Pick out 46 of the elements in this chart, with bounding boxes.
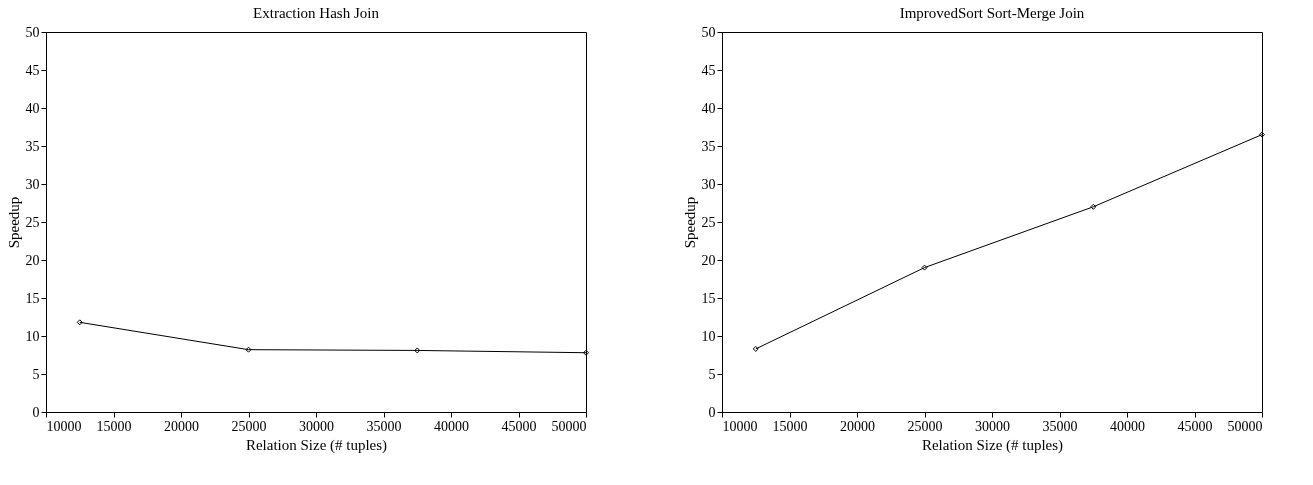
y-tick-label: 35 (25, 138, 40, 154)
y-axis-title: Speedup (681, 196, 698, 249)
y-tick-label: 35 (701, 138, 716, 154)
x-tick-label: 25000 (231, 418, 267, 434)
y-tick-label: 50 (701, 24, 716, 40)
y-tick-label: 0 (32, 404, 40, 420)
x-tick-label: 15000 (96, 418, 132, 434)
y-tick-label: 20 (25, 252, 40, 268)
x-axis-title: Relation Size (# tuples) (245, 436, 388, 454)
x-tick-label: 10000 (46, 418, 82, 434)
y-tick-label: 20 (701, 252, 716, 268)
y-tick-label: 5 (32, 366, 40, 382)
x-tick-label: 35000 (1042, 418, 1078, 434)
x-tick-label: 25000 (907, 418, 943, 434)
y-tick-label: 15 (701, 290, 716, 306)
x-tick-label: 30000 (299, 418, 334, 434)
y-tick-label: 25 (701, 214, 716, 230)
x-tick-label: 20000 (840, 418, 875, 434)
y-tick-label: 45 (25, 62, 40, 78)
y-tick-label: 25 (25, 214, 40, 230)
y-tick-label: 40 (25, 100, 40, 116)
y-tick-label: 50 (25, 24, 40, 40)
y-tick-label: 5 (708, 366, 716, 382)
y-tick-label: 30 (701, 176, 716, 192)
y-tick-label: 15 (25, 290, 40, 306)
x-tick-label: 30000 (975, 418, 1010, 434)
chart-title: ImprovedSort Sort-Merge Join (899, 5, 1085, 21)
y-tick-label: 10 (701, 328, 716, 344)
x-tick-label: 45000 (501, 418, 537, 434)
x-axis-title: Relation Size (# tuples) (921, 436, 1064, 454)
y-tick-label: 10 (25, 328, 40, 344)
y-axis-title: Speedup (5, 196, 22, 249)
y-tick-label: 0 (708, 404, 716, 420)
y-tick-label: 30 (25, 176, 40, 192)
x-tick-label: 35000 (366, 418, 402, 434)
x-tick-label: 40000 (1110, 418, 1145, 434)
x-tick-label: 40000 (434, 418, 469, 434)
y-tick-label: 45 (701, 62, 716, 78)
x-tick-label: 10000 (722, 418, 758, 434)
x-tick-label: 15000 (772, 418, 808, 434)
x-tick-label: 50000 (1227, 418, 1263, 434)
y-tick-label: 40 (701, 100, 716, 116)
x-tick-label: 50000 (551, 418, 587, 434)
x-tick-label: 20000 (164, 418, 199, 434)
chart-title: Extraction Hash Join (253, 5, 380, 21)
x-tick-label: 45000 (1177, 418, 1213, 434)
